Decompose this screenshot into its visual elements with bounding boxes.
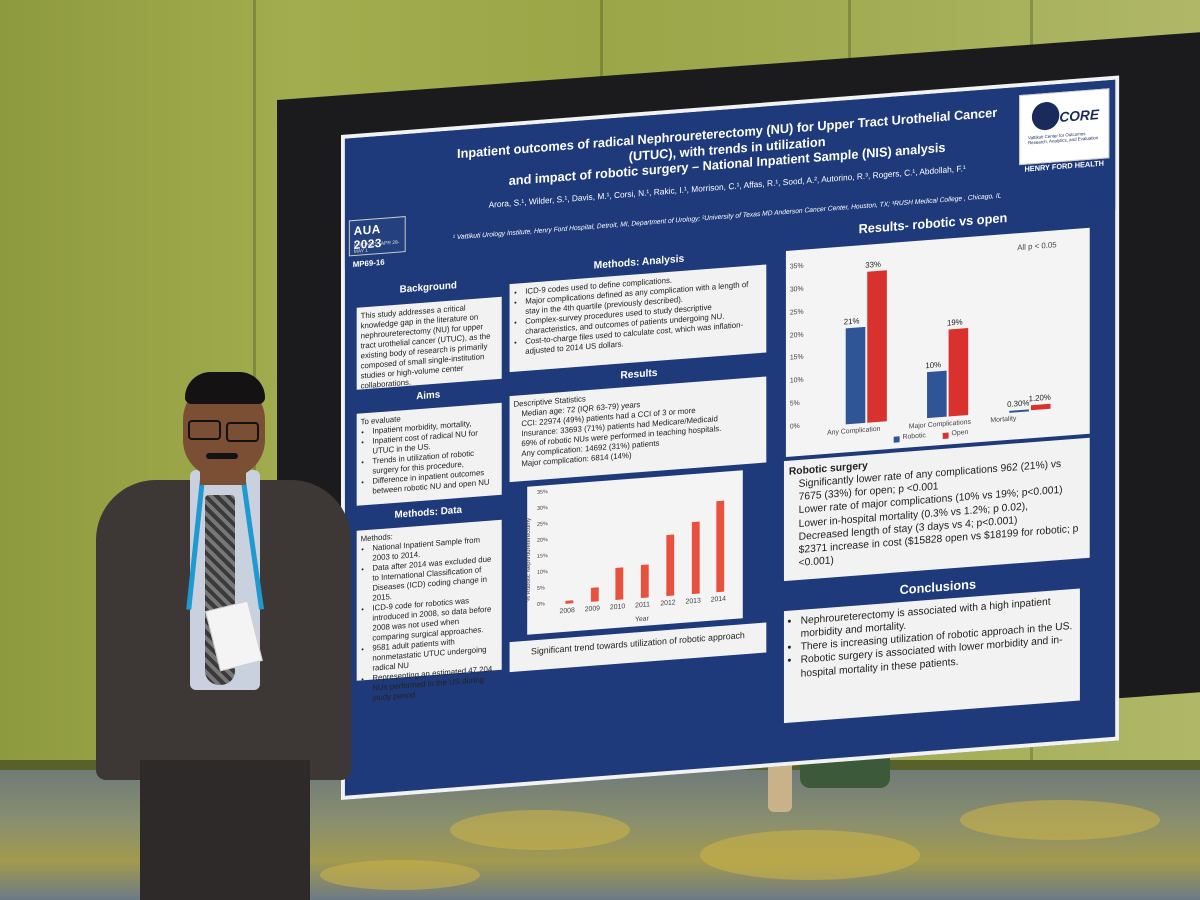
comp-bar-robotic	[927, 370, 947, 419]
comp-ytick-label: 10%	[789, 376, 804, 385]
trend-xlabel: Year	[635, 615, 649, 624]
mustache	[206, 453, 238, 459]
methods-analysis-box: ICD-9 codes used to define complications…	[509, 264, 767, 373]
comp-bar-open	[948, 328, 969, 417]
trend-ytick-label: 10%	[537, 569, 548, 576]
comp-bar-label: 0.30%	[1007, 397, 1030, 409]
comp-ytick-label: 5%	[789, 400, 800, 408]
comp-ytick-label: 0%	[789, 422, 800, 431]
research-poster: AUA 2023 CHICAGO • APR 28-MAY 1 MP69-16 …	[341, 75, 1120, 800]
trend-bar	[615, 567, 624, 600]
trend-year-label: 2008	[559, 607, 575, 616]
trend-ytick-label: 20%	[537, 537, 548, 544]
comp-ytick-label: 30%	[789, 285, 804, 294]
trend-year-label: 2010	[609, 603, 626, 612]
trend-year-label: 2012	[660, 599, 676, 608]
comp-bar-label: 19%	[946, 317, 963, 328]
poster-code: MP69-16	[352, 257, 385, 270]
comp-category-label: Mortality	[990, 415, 1017, 425]
hair	[185, 372, 265, 404]
trend-year-label: 2011	[635, 601, 650, 610]
complications-chart: All p < 0.05 0% 5% 10% 15% 20% 25% 30% 35% 21% 33…	[785, 227, 1090, 457]
comp-ytick-label: 15%	[789, 354, 804, 363]
trend-caption: Significant trend towards utilization of…	[531, 630, 745, 657]
comp-bar-label: 10%	[925, 360, 942, 371]
aua-logo: AUA 2023 CHICAGO • APR 28-MAY 1	[348, 216, 406, 257]
glasses-icon	[188, 420, 221, 440]
comp-bar-label: 1.20%	[1028, 392, 1051, 403]
comp-bar-label: 33%	[865, 259, 881, 271]
core-circle-icon	[1031, 101, 1060, 132]
comp-bar-robotic	[1009, 409, 1029, 413]
background-box: This study addresses a critical knowledg…	[356, 296, 502, 391]
conclusions-box: Nephroureterectomy is associated with a …	[783, 588, 1080, 724]
trend-ytick-label: 30%	[537, 505, 548, 512]
trend-ytick-label: 25%	[537, 521, 548, 528]
trend-year-label: 2014	[710, 595, 727, 604]
trend-bar	[691, 521, 700, 595]
robotic-surgery-box: Robotic surgery Significantly lower rate…	[783, 437, 1090, 582]
trend-year-label: 2013	[685, 597, 701, 606]
pvalue-note: All p < 0.05	[1017, 240, 1057, 253]
comp-ytick-label: 25%	[789, 308, 804, 317]
background-text: This study addresses a critical knowledg…	[360, 303, 491, 391]
comp-bar-label: 21%	[843, 316, 860, 327]
results-box: Descriptive Statistics Median age: 72 (I…	[509, 376, 767, 483]
glasses-icon	[226, 422, 259, 442]
trend-ytick-label: 0%	[537, 601, 545, 608]
comp-category-label: Any Complication	[827, 425, 881, 437]
background-title: Background	[399, 280, 457, 296]
trend-ytick-label: 5%	[537, 585, 545, 592]
trend-bar	[590, 586, 599, 602]
methods-data-box: Methods: National Inpatient Sample from …	[356, 519, 502, 703]
legend-swatch	[942, 432, 949, 439]
trend-bar	[641, 564, 649, 599]
comp-bar-open	[867, 270, 887, 423]
comp-ytick-label: 20%	[789, 331, 804, 340]
trend-year-label: 2009	[584, 605, 600, 614]
trend-chart: % Robotic Nephroureterectomy Year 0% 5% 10…	[526, 470, 743, 635]
trend-bar	[716, 500, 725, 593]
trend-bar	[565, 600, 574, 604]
trend-ytick-label: 35%	[537, 489, 548, 496]
legend-label: Robotic	[902, 432, 926, 442]
legend-label: Open	[951, 428, 969, 438]
trousers	[140, 760, 310, 900]
comp-ytick-label: 35%	[789, 262, 804, 271]
trend-bar	[666, 534, 675, 597]
aims-box: To evaluate Inpatient morbidity, mortali…	[356, 402, 502, 506]
core-logo: CORE Vattikuti Center for Outcomes Resea…	[1019, 88, 1110, 166]
trend-ylabel: % Robotic Nephroureterectomy	[526, 517, 532, 602]
comp-bar-open	[1030, 403, 1051, 411]
legend-swatch	[893, 436, 900, 443]
trend-ytick-label: 15%	[537, 553, 548, 560]
comp-bar-robotic	[845, 326, 866, 425]
